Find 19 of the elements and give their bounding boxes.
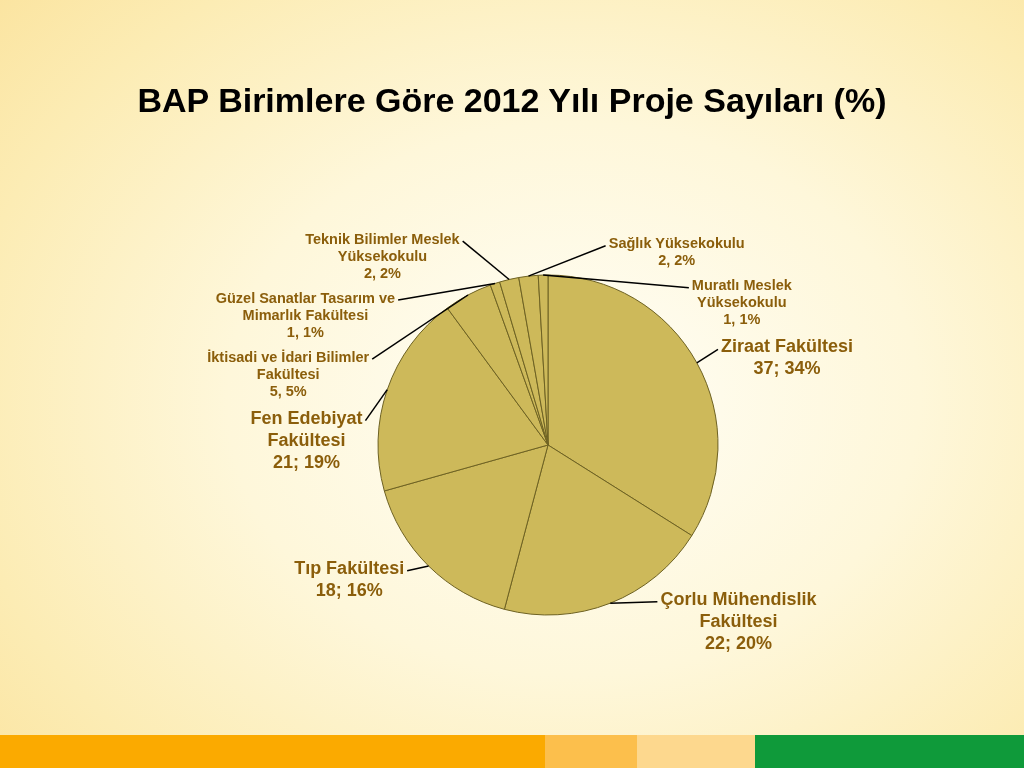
slice-label: Güzel Sanatlar Tasarım ve Mimarlık Fakültesi — [215, 289, 396, 323]
slice-label: İktisadi ve İdari Bilimler Fakültesi — [207, 348, 370, 382]
data-label: 18; 16% — [315, 579, 383, 600]
data-label: 21; 19% — [272, 451, 340, 472]
data-label: 1, 1% — [286, 323, 325, 340]
data-label: 2, 2% — [658, 252, 696, 269]
slice-label: Tıp Fakültesi — [294, 557, 405, 578]
data-label: 1, 1% — [723, 311, 761, 328]
data-label: 2, 2% — [363, 264, 402, 281]
slice-label: Çorlu Mühendislik Fakültesi — [660, 588, 818, 631]
slice-label: Sağlık Yüksekokulu — [608, 235, 745, 252]
slice-label: Fen Edebiyat Fakültesi — [250, 407, 363, 450]
slice-label: Ziraat Fakültesi — [720, 336, 854, 357]
data-label: 37; 34% — [753, 358, 821, 379]
data-label: 22; 20% — [704, 632, 772, 653]
slice-label: Teknik Bilimler Meslek Yüksekokulu — [305, 230, 461, 264]
slice-label: Muratlı Meslek Yüksekokulu — [691, 277, 793, 311]
chart-title: BAP Birimlere Göre 2012 Yılı Proje Sayıları (%) — [137, 81, 887, 119]
data-label: 5, 5% — [269, 382, 307, 399]
